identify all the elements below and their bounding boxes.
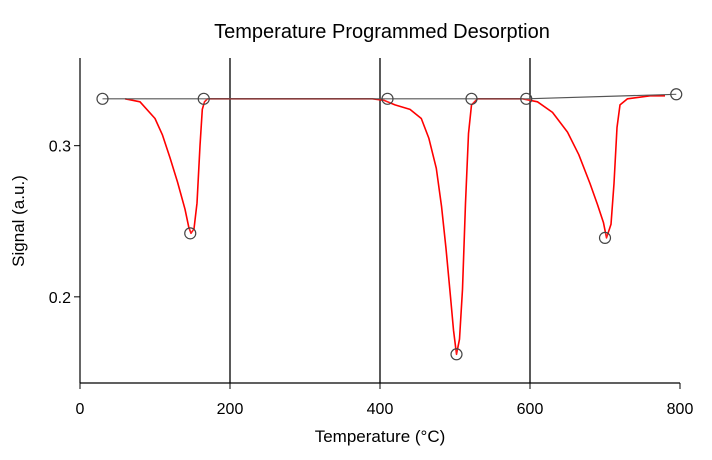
x-tick-label-800: 800 [667, 401, 694, 418]
data-point-marker-7 [598, 231, 612, 244]
data-point-marker-1 [197, 92, 210, 105]
series-line-1 [102, 93, 677, 100]
data-point-marker-6 [520, 92, 533, 105]
x-tick-label-600: 600 [517, 401, 544, 418]
x-tick-label-0: 0 [76, 401, 85, 418]
data-point-marker-0 [96, 92, 109, 105]
series-layer [102, 93, 677, 356]
y-tick-label-0.3: 0.3 [49, 139, 71, 156]
y-tick-label-0.2: 0.2 [49, 290, 71, 307]
data-point-marker-8 [670, 88, 683, 101]
grid-lines [229, 58, 531, 383]
series-line-0 [124, 95, 665, 356]
x-tick-label-200: 200 [217, 401, 244, 418]
chart-title: Temperature Programmed Desorption [214, 21, 550, 43]
data-point-marker-2 [184, 227, 197, 240]
y-axis-ticks: 0.2 0.3 [49, 139, 80, 307]
data-point-marker-3 [381, 92, 394, 105]
x-tick-label-400: 400 [367, 401, 394, 418]
data-point-marker-5 [450, 348, 463, 361]
y-axis-label: Signal (a.u.) [9, 175, 28, 267]
marker-layer [96, 88, 683, 361]
x-axis-ticks: 0 200 400 600 800 [76, 383, 694, 418]
data-point-marker-4 [465, 92, 478, 105]
x-axis-label: Temperature (°C) [315, 427, 446, 446]
